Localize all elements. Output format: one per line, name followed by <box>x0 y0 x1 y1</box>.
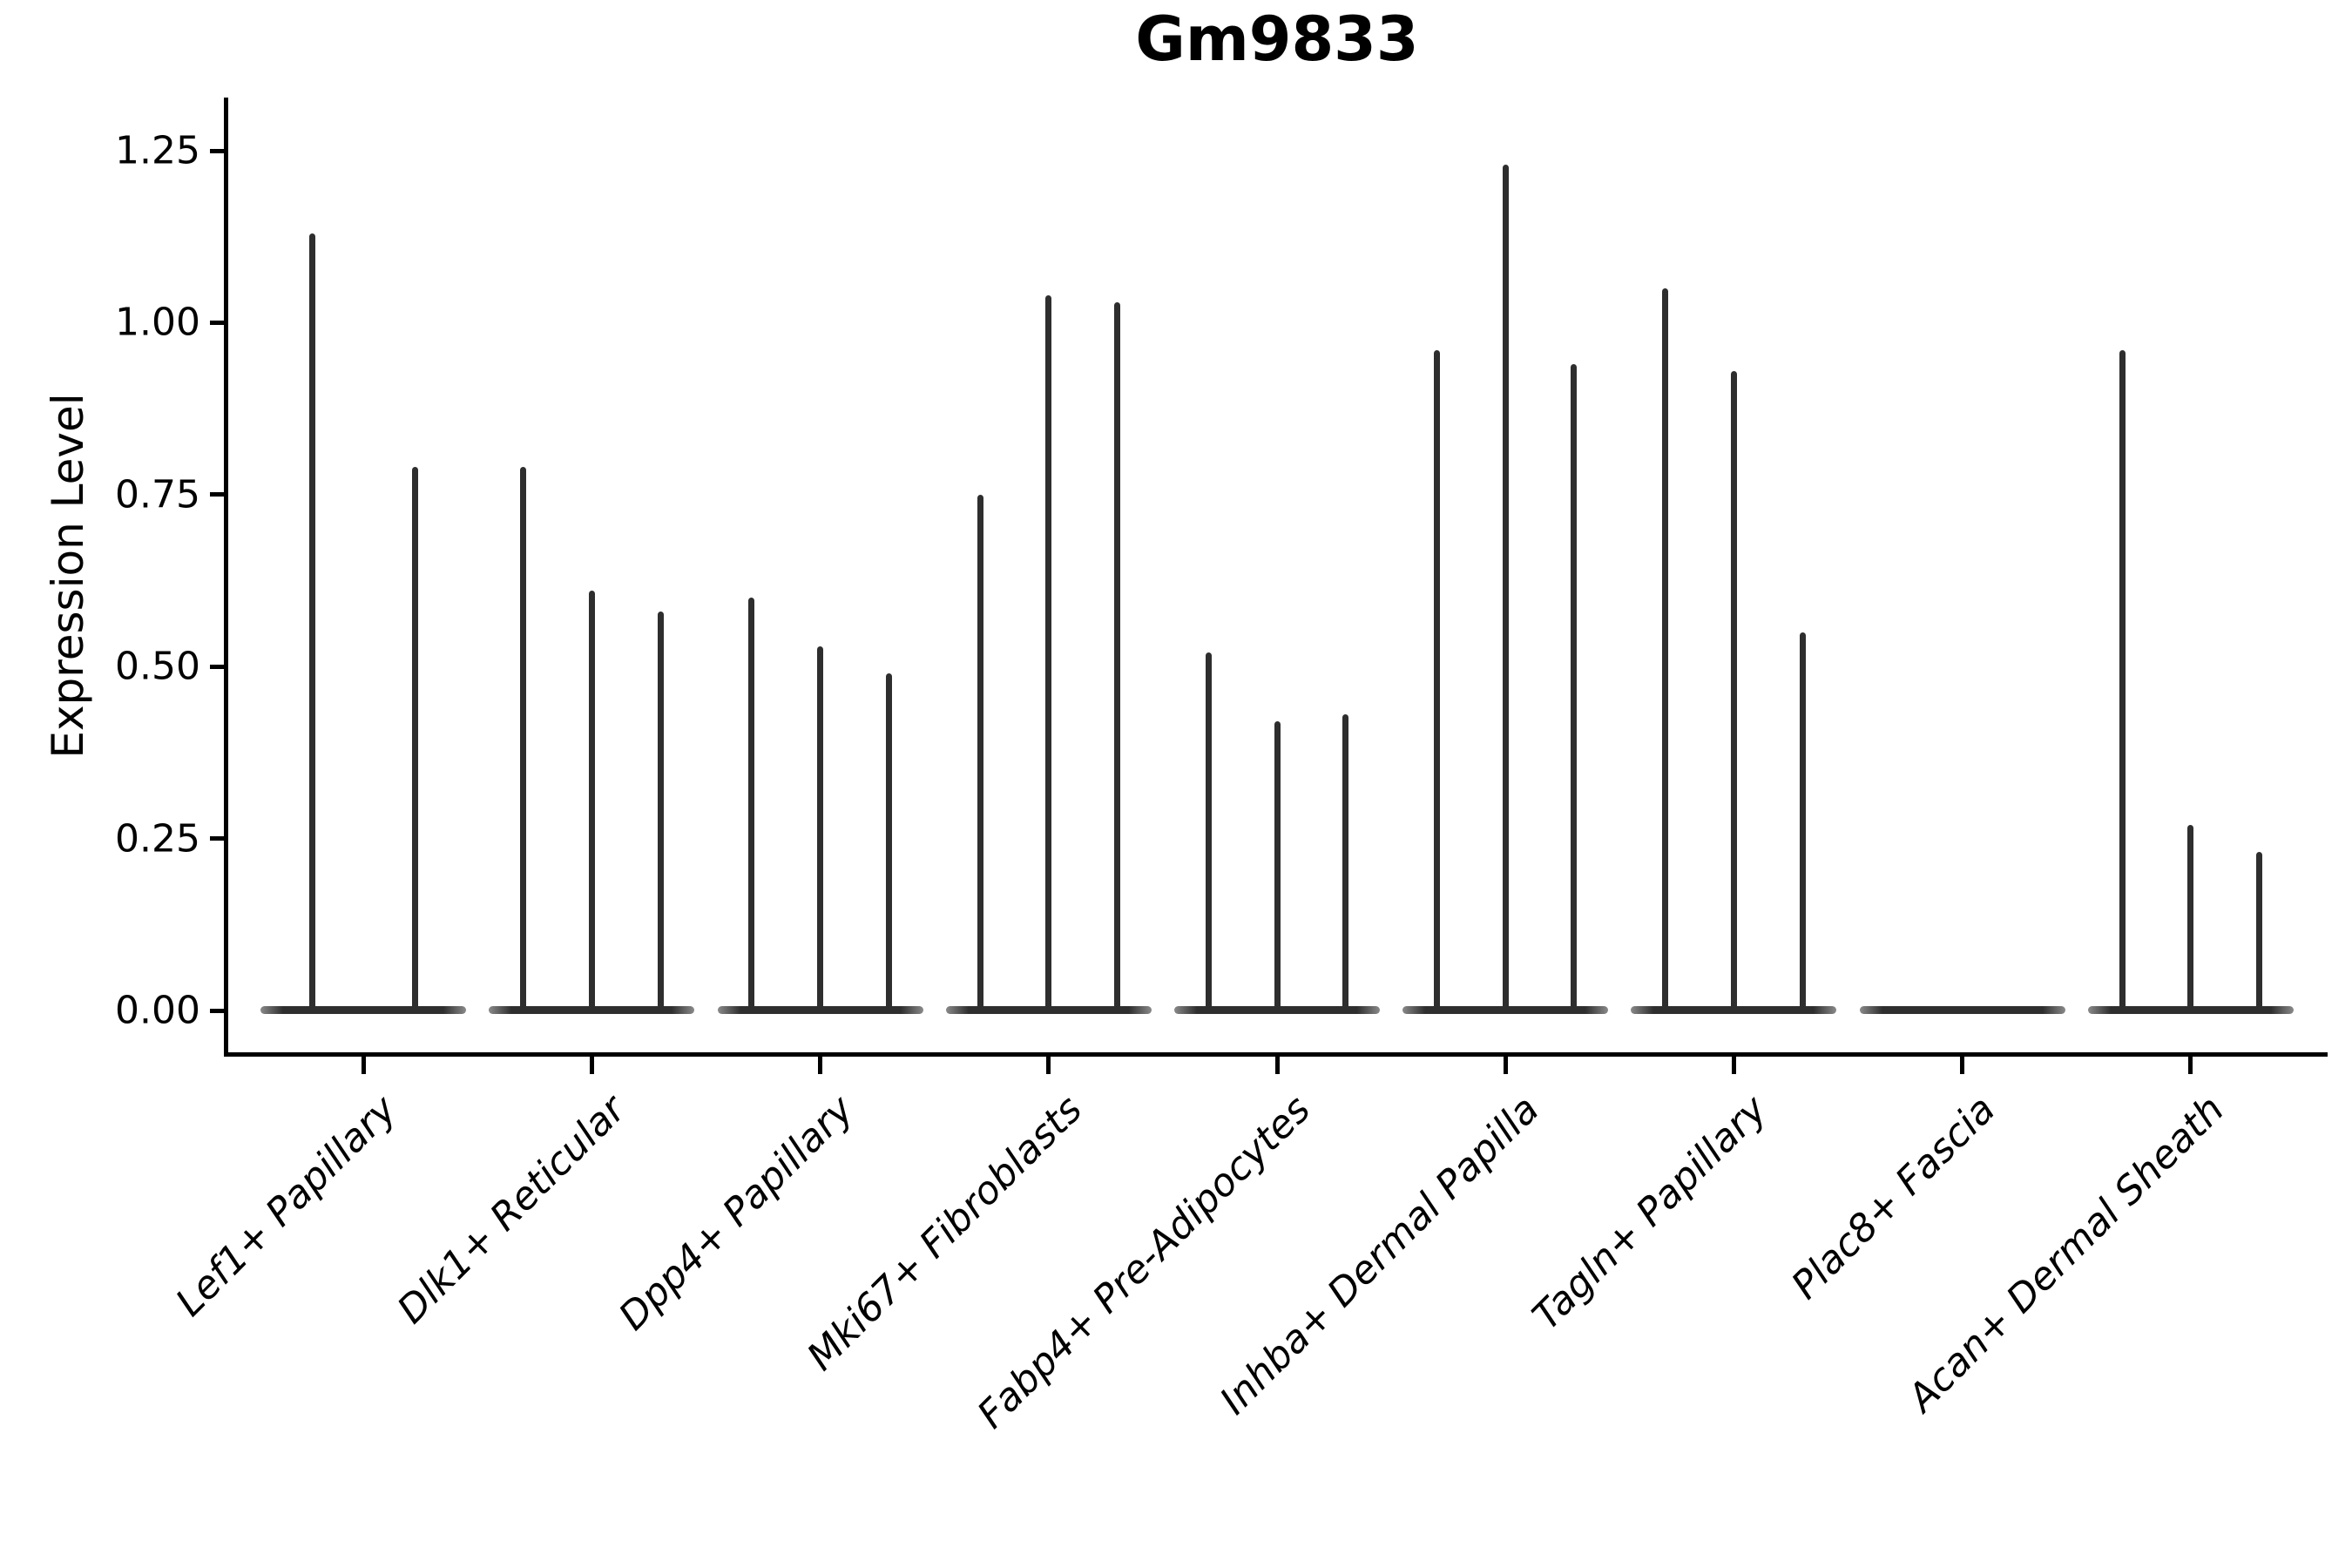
violin-spike <box>1662 287 1669 1014</box>
y-tick-mark <box>210 664 224 669</box>
x-tick-mark <box>1731 1057 1736 1074</box>
x-tick-label: Dpp4+ Papillary <box>610 1087 862 1340</box>
violin-spike <box>748 598 755 1014</box>
violin-spike <box>520 467 527 1014</box>
y-tick-mark <box>210 320 224 325</box>
violin-spike <box>588 591 595 1014</box>
violin-spike <box>411 467 418 1014</box>
y-tick-label: 0.75 <box>115 472 200 517</box>
y-tick-label: 1.00 <box>115 300 200 345</box>
y-tick-mark <box>210 492 224 497</box>
x-tick-mark <box>1503 1057 1508 1074</box>
x-tick-mark <box>1046 1057 1051 1074</box>
violin-spike <box>1502 164 1509 1014</box>
y-tick-label: 0.25 <box>115 816 200 862</box>
x-tick-label: Plac8+ Fascia <box>1783 1087 2004 1308</box>
x-tick-mark <box>818 1057 823 1074</box>
violin-spike <box>657 612 664 1014</box>
violin-spike <box>1799 632 1806 1014</box>
violin-spike <box>1434 349 1440 1014</box>
x-tick-mark <box>361 1057 366 1074</box>
violin-spike <box>1205 652 1212 1014</box>
violin-base <box>1859 1006 2065 1014</box>
violin-spike <box>885 673 892 1014</box>
violin-spike <box>1730 370 1737 1014</box>
x-tick-mark <box>1274 1057 1280 1074</box>
x-axis-spine <box>224 1052 2328 1057</box>
x-tick-mark <box>589 1057 594 1074</box>
y-tick-mark <box>210 148 224 153</box>
y-axis-label: Expression Level <box>43 393 93 759</box>
violin-spike <box>817 645 824 1014</box>
violin-spike <box>1571 363 1578 1014</box>
violin-spike <box>1274 721 1281 1014</box>
x-tick-label: Dlk1+ Reticular <box>389 1087 634 1333</box>
violin-spike <box>1342 714 1349 1014</box>
x-tick-label: Lef1+ Papillary <box>167 1087 406 1326</box>
y-axis-spine <box>224 98 228 1057</box>
x-tick-label: Tagln+ Papillary <box>1524 1087 1776 1339</box>
violin-base <box>260 1006 467 1014</box>
y-tick-mark <box>210 836 224 841</box>
violin-spike <box>1045 294 1052 1014</box>
violin-spike <box>2187 824 2194 1014</box>
violin-spike <box>2119 349 2126 1014</box>
x-tick-mark <box>1960 1057 1965 1074</box>
x-tick-mark <box>2188 1057 2193 1074</box>
y-tick-label: 1.25 <box>115 128 200 173</box>
violin-spike <box>977 494 983 1014</box>
y-tick-label: 0.50 <box>115 644 200 689</box>
violin-spike <box>2255 852 2262 1014</box>
y-tick-mark <box>210 1008 224 1013</box>
y-tick-label: 0.00 <box>115 988 200 1033</box>
violin-spike <box>1113 301 1120 1014</box>
violin-spike <box>308 233 315 1014</box>
plot-title: Gm9833 <box>1135 3 1419 75</box>
